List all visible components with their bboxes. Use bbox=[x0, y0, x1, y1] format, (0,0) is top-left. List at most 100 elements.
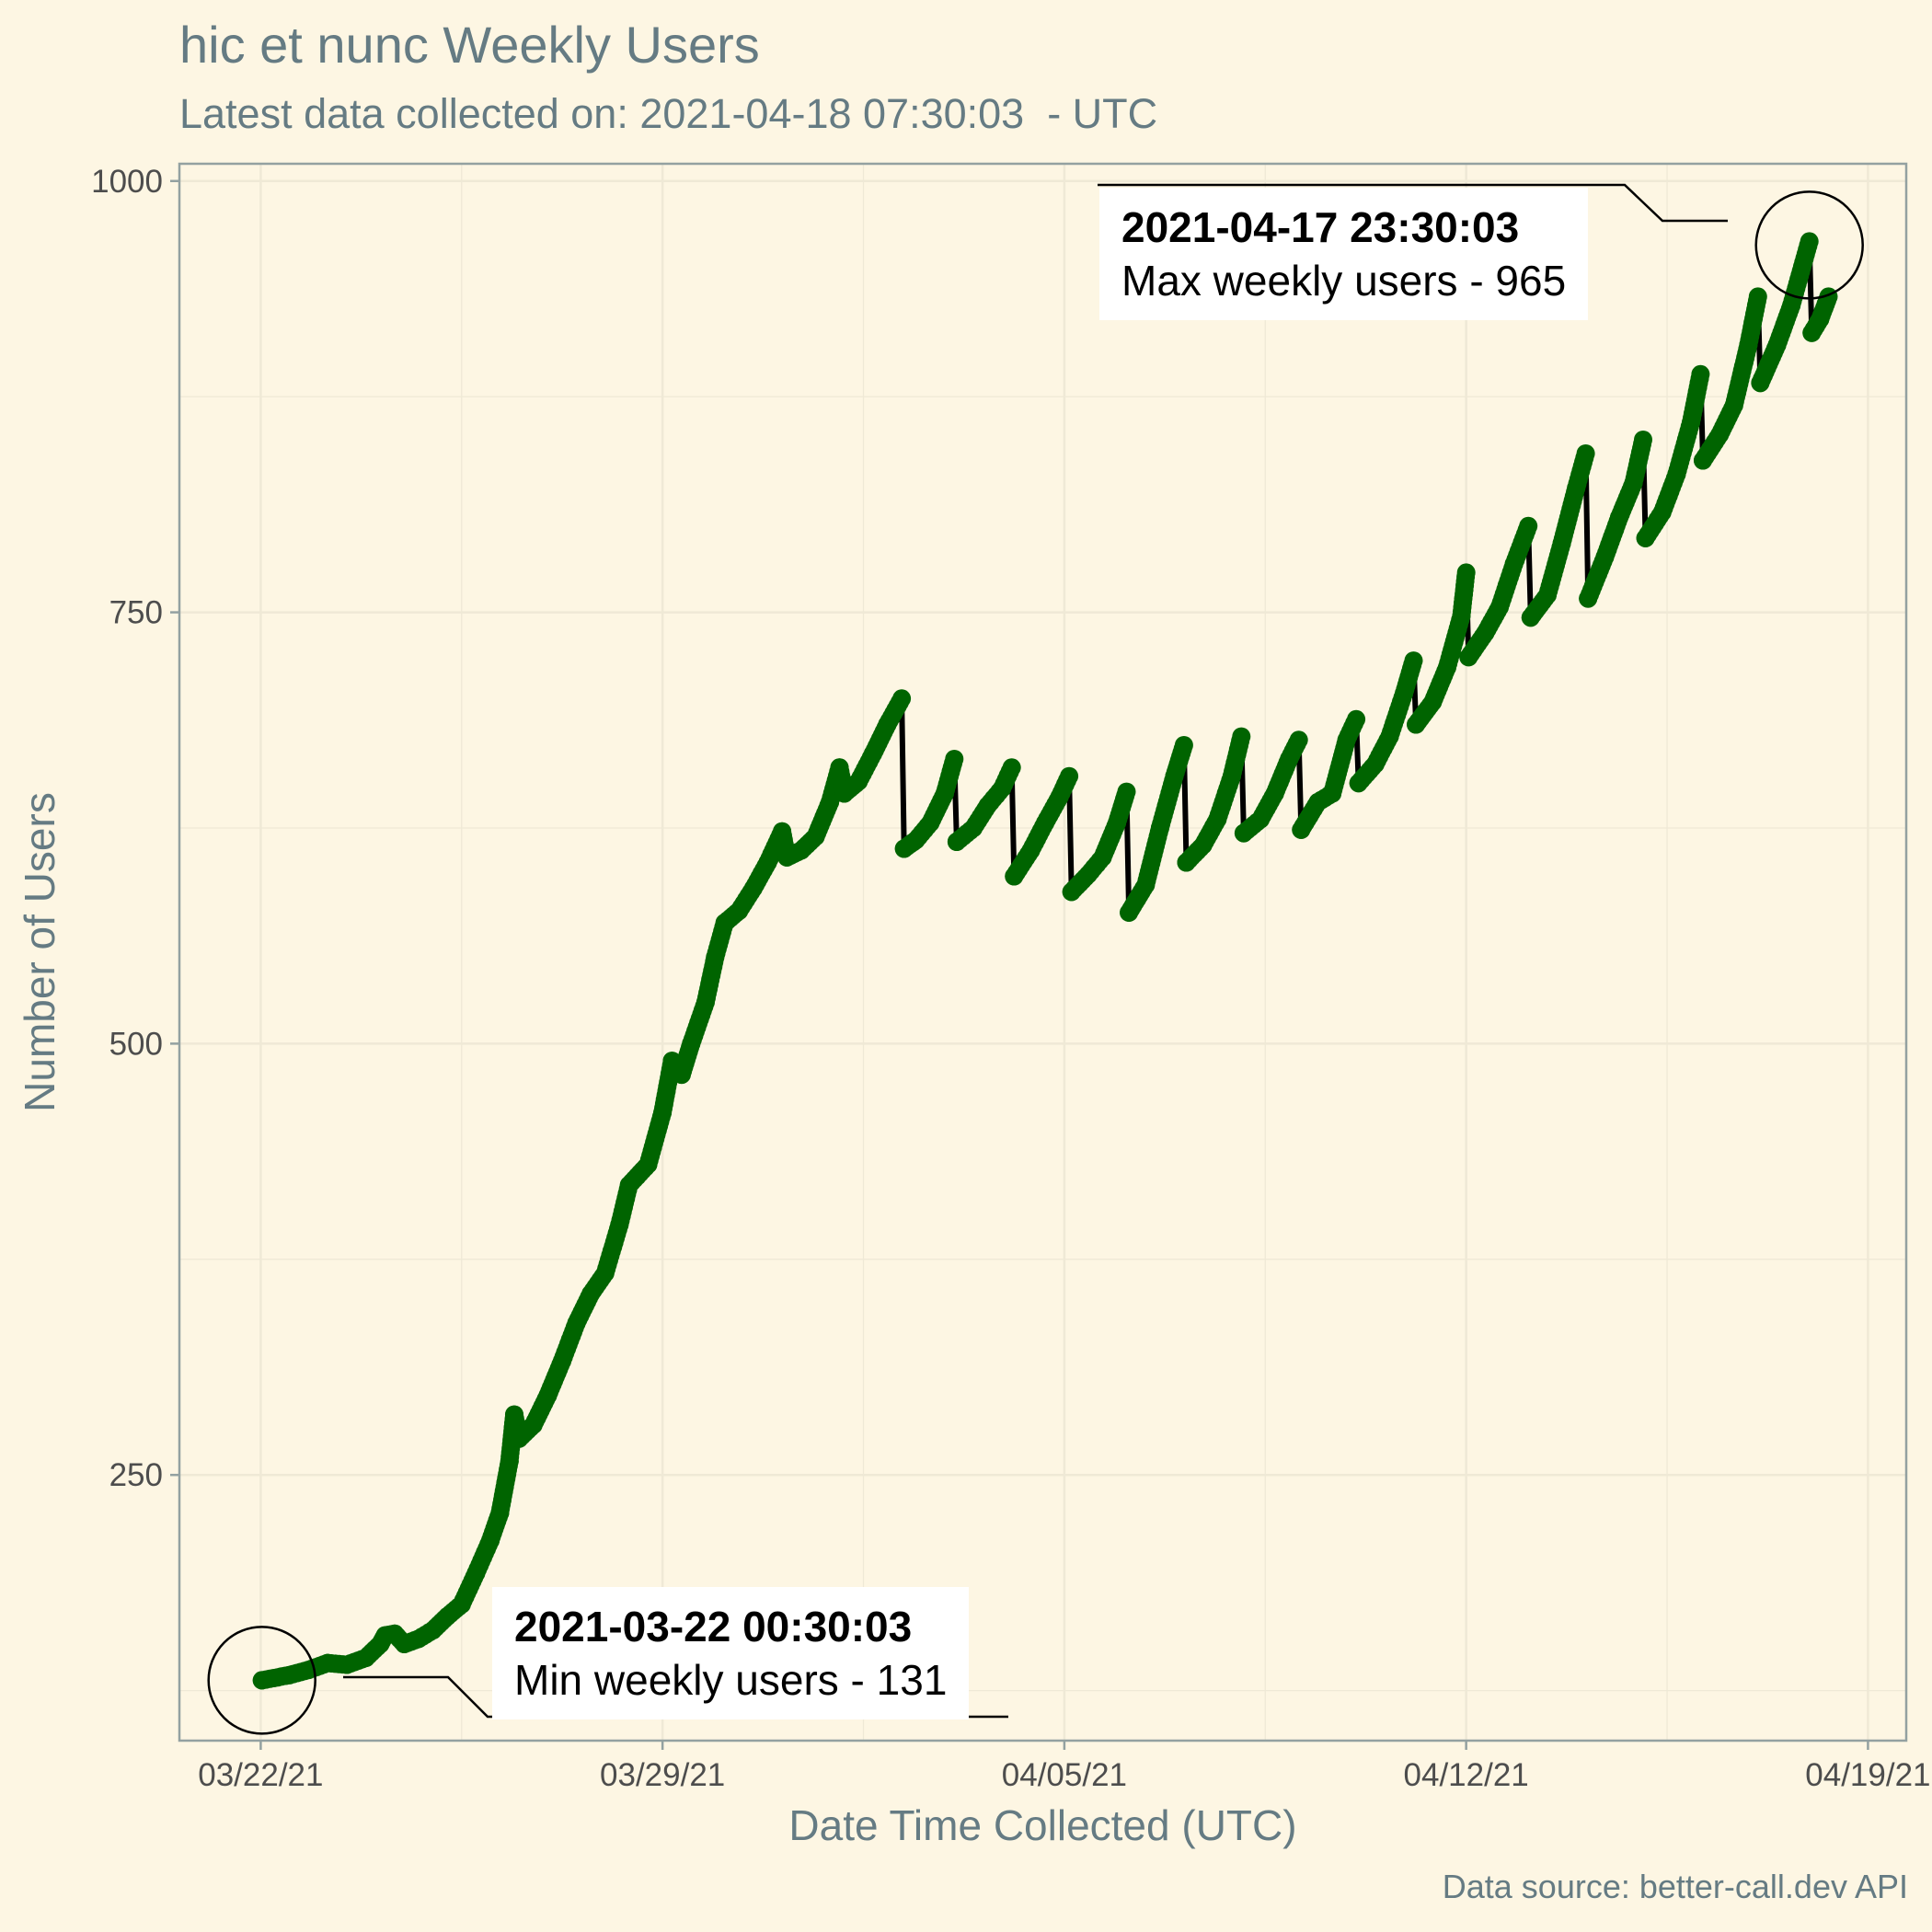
max-highlight-circle bbox=[1754, 190, 1864, 300]
axes: 03/22/21 03/29/21 04/05/21 04/12/21 04/19/21… bbox=[91, 164, 1930, 1793]
data-point bbox=[1349, 774, 1368, 793]
data-point bbox=[921, 813, 940, 833]
data-point bbox=[863, 744, 882, 764]
min-annotation-datetime: 2021-03-22 00:30:03 bbox=[514, 1603, 913, 1650]
data-point bbox=[1150, 819, 1169, 837]
data-point bbox=[252, 1671, 271, 1690]
data-point bbox=[466, 1564, 486, 1583]
min-annotation-label: 2021-03-22 00:30:03 Min weekly users - 1… bbox=[492, 1587, 970, 1719]
data-source-caption: Data source: better-call.dev API bbox=[1442, 1868, 1908, 1905]
x-tick-label: 03/22/21 bbox=[198, 1757, 323, 1793]
data-point bbox=[1265, 784, 1284, 803]
data-point bbox=[1108, 813, 1127, 833]
data-point bbox=[1476, 624, 1495, 643]
data-point bbox=[653, 1103, 673, 1122]
panel-border bbox=[178, 162, 1908, 1742]
data-point bbox=[1174, 736, 1193, 754]
data-point bbox=[1552, 534, 1571, 553]
data-point bbox=[1093, 847, 1112, 867]
data-point bbox=[1036, 813, 1055, 833]
max-annotation-text: Max weekly users - 965 bbox=[1121, 257, 1567, 305]
data-point bbox=[1456, 563, 1476, 582]
data-point bbox=[743, 879, 763, 898]
data-point bbox=[1610, 508, 1628, 527]
data-point bbox=[1710, 425, 1730, 444]
data-point bbox=[1682, 413, 1700, 432]
data-point bbox=[892, 689, 912, 708]
data-point bbox=[1292, 820, 1311, 839]
data-point bbox=[1165, 766, 1184, 786]
data-point bbox=[1748, 287, 1767, 306]
data-point bbox=[1021, 841, 1041, 860]
data-point bbox=[1395, 684, 1414, 703]
data-point bbox=[1404, 651, 1423, 671]
data-point bbox=[1504, 555, 1524, 574]
data-point bbox=[1567, 478, 1586, 498]
max-annotation-label: 2021-04-17 23:30:03 Max weekly users - 9… bbox=[1099, 188, 1589, 320]
max-annotation-datetime: 2021-04-17 23:30:03 bbox=[1121, 203, 1520, 251]
data-point bbox=[978, 796, 997, 815]
data-point bbox=[715, 914, 734, 933]
data-point bbox=[395, 1635, 414, 1653]
data-point bbox=[1005, 867, 1024, 886]
data-point bbox=[610, 1215, 629, 1235]
data-point bbox=[1636, 528, 1655, 547]
data-point bbox=[706, 948, 725, 967]
data-point bbox=[777, 847, 797, 867]
data-point bbox=[438, 1607, 457, 1626]
annotations bbox=[207, 183, 1864, 1735]
data-point bbox=[830, 758, 849, 777]
data-point bbox=[1624, 473, 1643, 492]
data-point bbox=[1002, 758, 1021, 777]
data-point bbox=[1337, 730, 1356, 750]
data-point bbox=[510, 1429, 529, 1448]
data-point bbox=[730, 902, 749, 920]
data-point bbox=[452, 1594, 471, 1614]
data-point bbox=[806, 827, 825, 846]
data-point bbox=[1423, 693, 1443, 712]
data-point bbox=[505, 1405, 523, 1424]
data-point bbox=[423, 1621, 443, 1639]
data-point bbox=[1802, 323, 1822, 342]
data-point bbox=[1767, 335, 1787, 354]
chart-title: hic et nunc Weekly Users bbox=[179, 16, 760, 74]
data-point bbox=[1407, 715, 1426, 734]
data-point bbox=[1652, 502, 1672, 522]
data-point bbox=[1208, 810, 1227, 829]
x-axis-title: Date Time Collected (UTC) bbox=[788, 1801, 1296, 1849]
data-point bbox=[1222, 766, 1241, 786]
y-tick-label: 250 bbox=[109, 1457, 163, 1493]
data-point bbox=[1579, 589, 1598, 608]
data-point bbox=[1251, 810, 1271, 829]
y-axis-title: Number of Users bbox=[16, 792, 63, 1112]
data-point bbox=[964, 819, 983, 837]
data-point bbox=[280, 1665, 299, 1685]
data-point bbox=[834, 784, 854, 803]
data-point bbox=[1347, 709, 1366, 729]
data-point bbox=[481, 1531, 500, 1550]
data-point bbox=[1234, 823, 1253, 843]
data-point bbox=[1576, 444, 1595, 463]
data-point bbox=[791, 841, 811, 860]
data-point bbox=[1078, 865, 1098, 884]
data-point bbox=[409, 1629, 428, 1649]
data-point bbox=[1694, 451, 1712, 470]
data-point bbox=[1782, 295, 1801, 315]
data-point bbox=[682, 1034, 701, 1053]
chart-subtitle: Latest data collected on: 2021-04-18 07:… bbox=[179, 90, 1158, 137]
data-point bbox=[490, 1503, 510, 1523]
data-point bbox=[318, 1653, 338, 1673]
data-point bbox=[993, 778, 1012, 798]
data-point bbox=[1062, 882, 1081, 902]
data-point bbox=[672, 1065, 691, 1085]
data-point bbox=[935, 784, 954, 803]
data-point bbox=[567, 1314, 586, 1333]
data-point bbox=[1691, 364, 1710, 384]
data-point bbox=[1724, 396, 1743, 415]
data-point bbox=[1634, 431, 1652, 449]
data-point bbox=[553, 1351, 571, 1371]
data-point bbox=[906, 831, 926, 850]
data-point bbox=[1667, 465, 1686, 484]
x-tick-label: 03/29/21 bbox=[600, 1757, 725, 1793]
